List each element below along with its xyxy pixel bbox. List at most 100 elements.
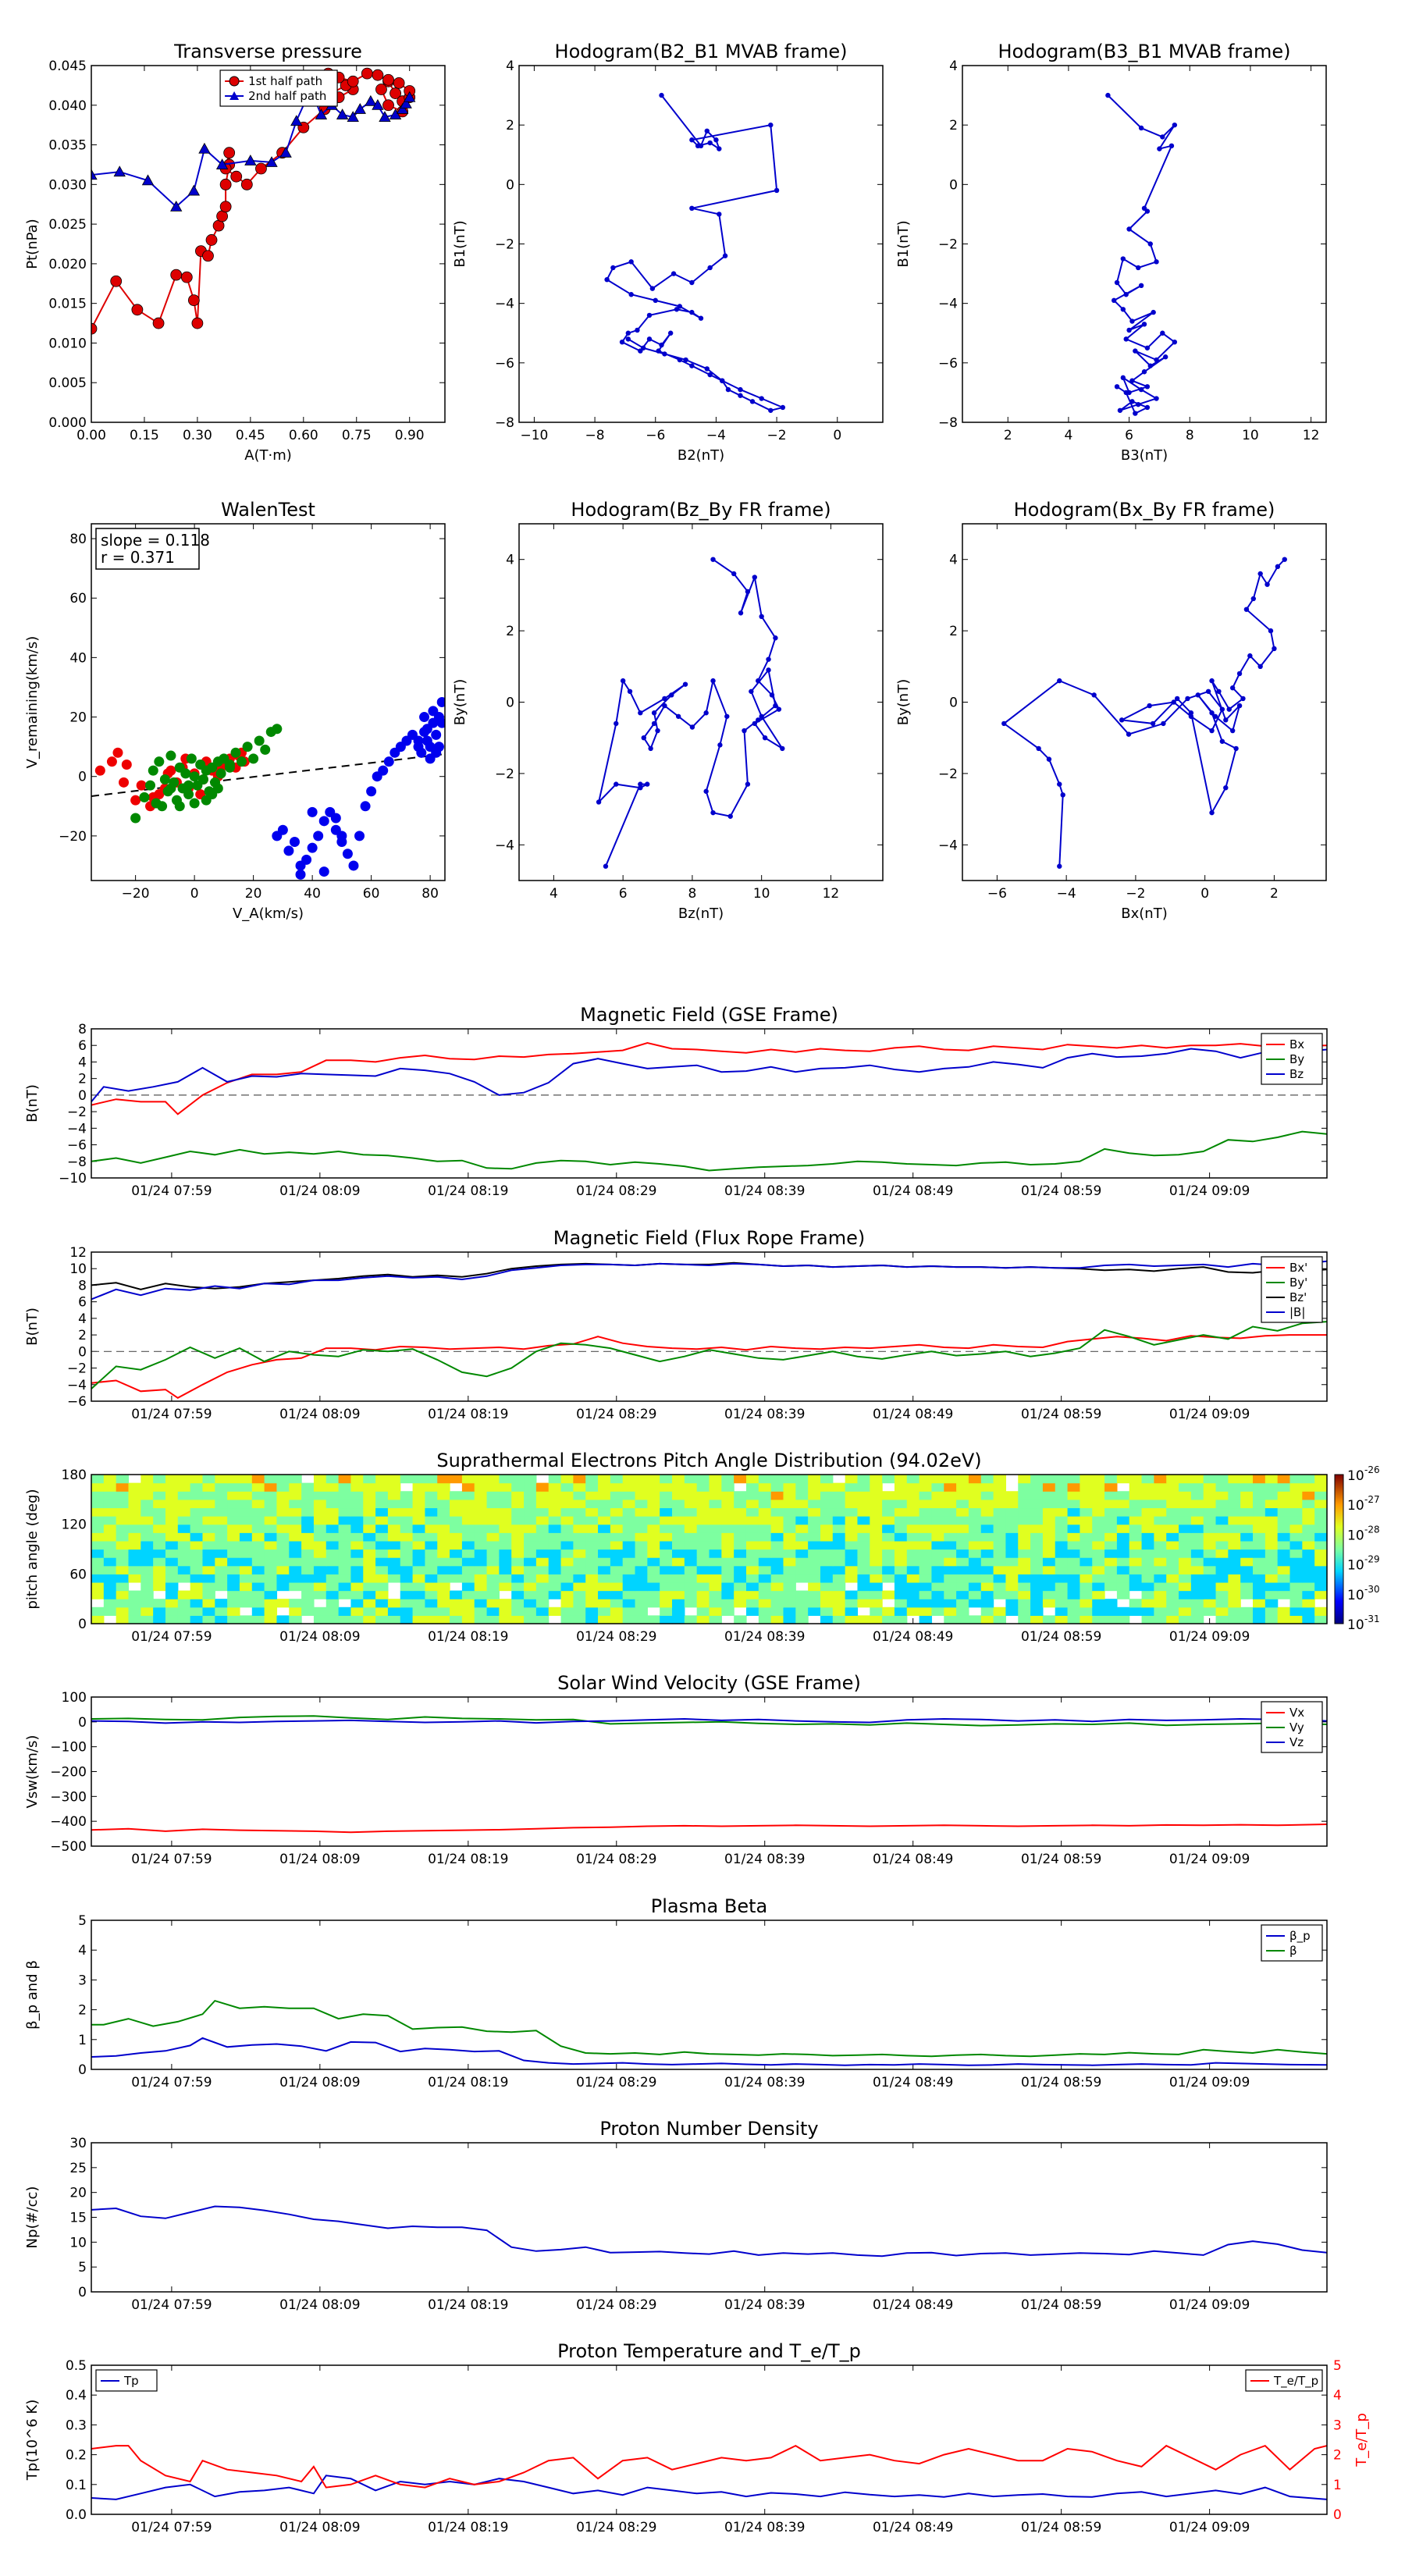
heatmap-cell bbox=[1018, 1557, 1031, 1567]
data-point bbox=[1188, 713, 1194, 719]
heatmap-cell bbox=[1092, 1599, 1105, 1608]
heatmap-cell bbox=[1166, 1557, 1179, 1567]
heatmap-cell bbox=[461, 1475, 475, 1484]
scatter-point-1 bbox=[148, 765, 158, 776]
data-point bbox=[628, 292, 634, 297]
y-tick-label: 0 bbox=[506, 696, 514, 711]
data-point bbox=[641, 345, 646, 350]
heatmap-cell bbox=[795, 1590, 809, 1599]
x-tick-label: 01/24 08:29 bbox=[576, 1183, 656, 1199]
heatmap-cell bbox=[585, 1582, 599, 1592]
data-point bbox=[689, 363, 695, 368]
heatmap-cell bbox=[820, 1532, 834, 1542]
data-point bbox=[1257, 664, 1263, 669]
data-point bbox=[776, 706, 782, 712]
heatmap-cell bbox=[1240, 1499, 1254, 1509]
heatmap-cell bbox=[598, 1549, 611, 1558]
heatmap-cell bbox=[770, 1507, 784, 1517]
heatmap-cell bbox=[709, 1557, 722, 1567]
heatmap-cell bbox=[548, 1532, 562, 1542]
heatmap-cell bbox=[968, 1524, 982, 1533]
heatmap-cell bbox=[956, 1507, 969, 1517]
heatmap-cell bbox=[276, 1516, 290, 1525]
heatmap-cell bbox=[573, 1549, 586, 1558]
heatmap-cell bbox=[350, 1549, 364, 1558]
heatmap-cell bbox=[350, 1532, 364, 1542]
heatmap-cell bbox=[499, 1565, 512, 1574]
heatmap-cell bbox=[1030, 1582, 1044, 1592]
heatmap-cell bbox=[770, 1499, 784, 1509]
heatmap-cell bbox=[251, 1499, 265, 1509]
heatmap-cell bbox=[548, 1507, 562, 1517]
heatmap-cell bbox=[289, 1615, 302, 1624]
heatmap-cell bbox=[1314, 1565, 1328, 1574]
heatmap-cell bbox=[412, 1590, 426, 1599]
heatmap-cell bbox=[610, 1549, 624, 1558]
data-point bbox=[675, 713, 681, 719]
heatmap-cell bbox=[808, 1574, 821, 1583]
heatmap-cell bbox=[103, 1590, 117, 1599]
heatmap-cell bbox=[350, 1590, 364, 1599]
heatmap-cell bbox=[968, 1615, 982, 1624]
y-axis-label: Tp(10^6 K) bbox=[24, 2400, 41, 2481]
heatmap-cell bbox=[1277, 1582, 1291, 1592]
heatmap-cell bbox=[239, 1499, 253, 1509]
heatmap-cell bbox=[1314, 1606, 1328, 1616]
heatmap-cell bbox=[820, 1615, 834, 1624]
scatter-point-2 bbox=[330, 813, 341, 824]
heatmap-cell bbox=[363, 1482, 376, 1492]
data-point bbox=[1126, 226, 1132, 232]
heatmap-cell bbox=[734, 1499, 747, 1509]
heatmap-cell bbox=[1116, 1532, 1130, 1542]
heatmap-cell bbox=[1203, 1507, 1217, 1517]
data-point bbox=[372, 98, 384, 110]
heatmap-cell bbox=[276, 1615, 290, 1624]
heatmap-cell bbox=[548, 1524, 562, 1533]
data-point bbox=[710, 809, 716, 816]
heatmap-cell bbox=[486, 1516, 500, 1525]
data-point bbox=[1209, 728, 1215, 734]
data-point bbox=[769, 692, 775, 698]
heatmap-cell bbox=[919, 1516, 933, 1525]
heatmap-cell bbox=[783, 1582, 796, 1592]
heatmap-cell bbox=[1166, 1540, 1179, 1550]
heatmap-cell bbox=[1314, 1582, 1328, 1592]
heatmap-cell bbox=[1277, 1574, 1291, 1583]
data-point bbox=[1161, 720, 1166, 727]
heatmap-cell bbox=[425, 1499, 438, 1509]
heatmap-cell bbox=[535, 1524, 550, 1533]
heatmap-cell bbox=[1104, 1516, 1118, 1525]
heatmap-cell bbox=[548, 1516, 562, 1525]
data-point bbox=[180, 271, 193, 283]
heatmap-cell bbox=[400, 1574, 414, 1583]
heatmap-cell bbox=[215, 1549, 228, 1558]
y-tick-label: 10 bbox=[69, 1261, 87, 1277]
heatmap-cell bbox=[450, 1475, 463, 1484]
heatmap-cell bbox=[660, 1590, 673, 1599]
data-point bbox=[1174, 696, 1180, 702]
heatmap-cell bbox=[709, 1532, 722, 1542]
heatmap-cell bbox=[1228, 1532, 1241, 1542]
series-group bbox=[91, 1260, 1327, 1399]
series-group bbox=[604, 92, 786, 413]
heatmap-cell bbox=[524, 1475, 537, 1484]
heatmap-cell bbox=[808, 1582, 821, 1592]
x-tick-label: 01/24 08:29 bbox=[576, 2297, 656, 2313]
heatmap-cell bbox=[1203, 1565, 1217, 1574]
data-point bbox=[1157, 146, 1162, 151]
heatmap-cell bbox=[338, 1590, 352, 1599]
heatmap-cell bbox=[709, 1549, 722, 1558]
heatmap-cell bbox=[177, 1491, 191, 1500]
heatmap-cell bbox=[598, 1475, 611, 1484]
heatmap-cell bbox=[165, 1557, 179, 1567]
heatmap-cell bbox=[1215, 1540, 1229, 1550]
heatmap-cell bbox=[573, 1491, 586, 1500]
data-point bbox=[670, 271, 677, 276]
y-axis-label: By(nT) bbox=[452, 679, 468, 725]
heatmap-cell bbox=[1302, 1475, 1315, 1484]
heatmap-cell bbox=[783, 1482, 796, 1492]
heatmap-cell bbox=[845, 1590, 859, 1599]
heatmap-cell bbox=[857, 1516, 870, 1525]
heatmap-cell bbox=[313, 1582, 327, 1592]
data-point bbox=[1141, 369, 1147, 375]
